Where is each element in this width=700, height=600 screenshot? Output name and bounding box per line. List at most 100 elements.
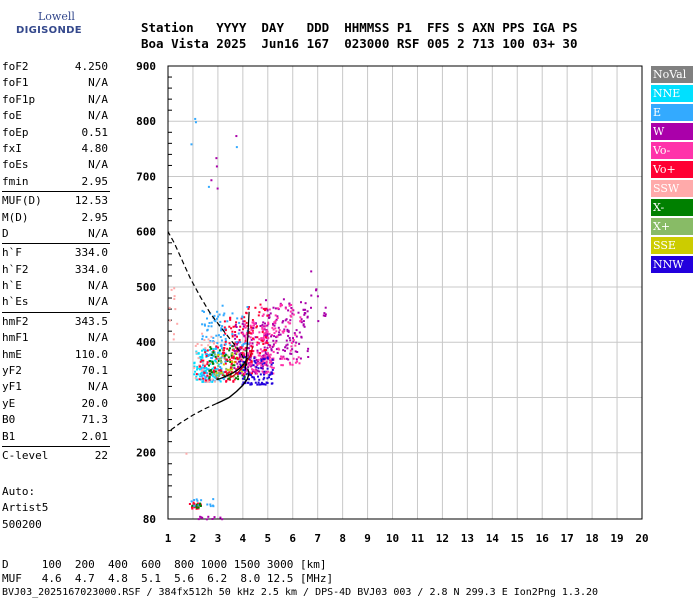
legend-item-sse: SSE: [651, 237, 693, 254]
echo-point: [219, 380, 222, 383]
echo-point: [266, 333, 269, 336]
echo-point: [257, 362, 260, 365]
echo-point: [220, 362, 223, 365]
echo-point: [211, 374, 214, 377]
param-fof1: foF1 N/A: [2, 75, 108, 91]
echo-point: [240, 369, 243, 372]
echo-point: [207, 372, 210, 375]
echo-point: [289, 319, 292, 322]
echo-point: [274, 320, 277, 322]
echo-point: [211, 371, 213, 374]
echo-point: [224, 343, 227, 346]
echo-point: [284, 325, 287, 328]
echo-point: [303, 325, 306, 328]
echo-point: [258, 354, 261, 357]
echo-point: [236, 317, 239, 320]
echo-point: [267, 352, 269, 355]
echo-point: [281, 364, 284, 367]
echo-point: [251, 352, 254, 355]
echo-point: [202, 359, 205, 362]
echo-point: [266, 377, 269, 380]
echo-point: [267, 321, 270, 324]
echo-point: [194, 370, 197, 373]
echo-point: [204, 348, 206, 351]
echo-point: [304, 302, 307, 305]
echo-point: [237, 372, 240, 374]
echo-point: [289, 349, 292, 352]
echo-point: [265, 360, 268, 363]
echo-point: [263, 355, 266, 358]
echo-point: [270, 349, 273, 352]
echo-point: [249, 354, 252, 357]
echo-point: [233, 378, 236, 381]
param-value: 20.0: [81, 396, 109, 410]
echo-point: [256, 341, 259, 344]
echo-point: [211, 378, 214, 381]
echo-point: [258, 338, 261, 341]
echo-point: [256, 349, 259, 352]
echo-point: [193, 506, 196, 509]
echo-point: [243, 352, 246, 355]
echo-point: [258, 311, 261, 314]
echo-point: [220, 329, 223, 332]
echo-point: [323, 312, 326, 315]
echo-point: [193, 373, 196, 376]
echo-point: [247, 354, 250, 357]
echo-point: [261, 367, 264, 370]
echo-point: [235, 341, 238, 344]
echo-point: [271, 326, 274, 329]
echo-point: [200, 378, 203, 381]
echo-point: [221, 354, 224, 357]
echo-point: [221, 349, 224, 352]
echo-point: [273, 332, 276, 335]
param-hme: hmE 110.0: [2, 347, 108, 363]
echo-point: [261, 323, 264, 326]
echo-point: [202, 379, 205, 382]
echo-point: [204, 347, 207, 350]
echo-point: [264, 322, 266, 325]
param-value: 70.1: [81, 364, 109, 378]
echo-point: [215, 165, 218, 168]
echo-point: [266, 334, 269, 337]
echo-point: [212, 351, 215, 354]
echo-point: [234, 357, 237, 360]
echo-point: [256, 336, 259, 339]
echo-point: [203, 371, 206, 374]
param-hmf2: hmF2 343.5: [2, 314, 108, 330]
echo-point: [262, 360, 265, 363]
echo-point: [236, 373, 239, 376]
param-value: 334.0: [74, 262, 108, 276]
echo-point: [230, 327, 233, 330]
param-hf2: h`F2 334.0: [2, 262, 108, 278]
param-value: 22: [94, 448, 108, 462]
echo-point: [261, 326, 264, 329]
echo-point: [194, 121, 197, 124]
echo-point: [288, 304, 291, 307]
echo-point: [251, 350, 254, 353]
echo-point: [272, 306, 275, 309]
echo-point: [295, 335, 298, 338]
echo-point: [254, 361, 257, 364]
echo-point: [294, 350, 297, 353]
param-divider: [2, 243, 110, 245]
echo-point: [215, 357, 218, 360]
echo-point: [265, 363, 268, 366]
echo-point: [271, 372, 273, 375]
echo-point: [259, 348, 262, 351]
echo-point: [214, 320, 217, 323]
echo-point: [225, 354, 228, 356]
echo-point: [287, 334, 290, 337]
echo-point: [212, 371, 215, 374]
echo-point: [219, 344, 222, 347]
param-name: yE: [2, 396, 16, 410]
legend-item-e: E: [651, 104, 693, 121]
x-tick-label: 14: [486, 532, 500, 545]
x-tick-label: 12: [436, 532, 449, 545]
echo-point: [243, 334, 246, 337]
echo-point: [240, 364, 242, 367]
echo-point: [217, 346, 219, 349]
echo-point: [251, 372, 253, 375]
echo-point: [222, 314, 225, 317]
echo-point: [272, 339, 275, 342]
echo-point: [265, 357, 267, 360]
